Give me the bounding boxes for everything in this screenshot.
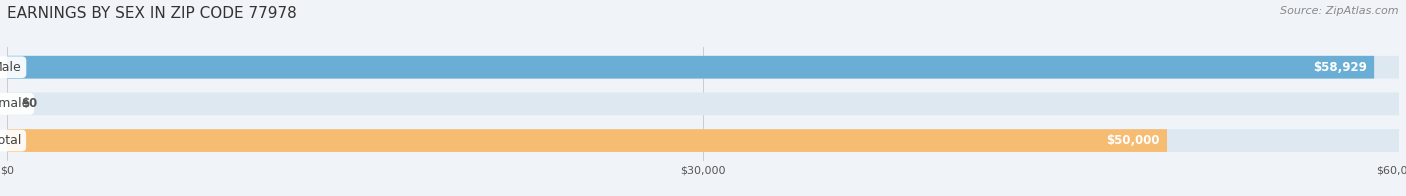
FancyBboxPatch shape [7, 129, 1399, 152]
Text: Female: Female [0, 97, 30, 110]
Text: Male: Male [0, 61, 22, 74]
Text: $50,000: $50,000 [1107, 134, 1160, 147]
Text: $58,929: $58,929 [1313, 61, 1367, 74]
FancyBboxPatch shape [7, 93, 1399, 115]
Text: Source: ZipAtlas.com: Source: ZipAtlas.com [1281, 6, 1399, 16]
FancyBboxPatch shape [7, 129, 1167, 152]
FancyBboxPatch shape [7, 56, 1399, 79]
Text: Total: Total [0, 134, 21, 147]
FancyBboxPatch shape [7, 56, 1374, 79]
Text: $0: $0 [21, 97, 37, 110]
Text: EARNINGS BY SEX IN ZIP CODE 77978: EARNINGS BY SEX IN ZIP CODE 77978 [7, 6, 297, 21]
